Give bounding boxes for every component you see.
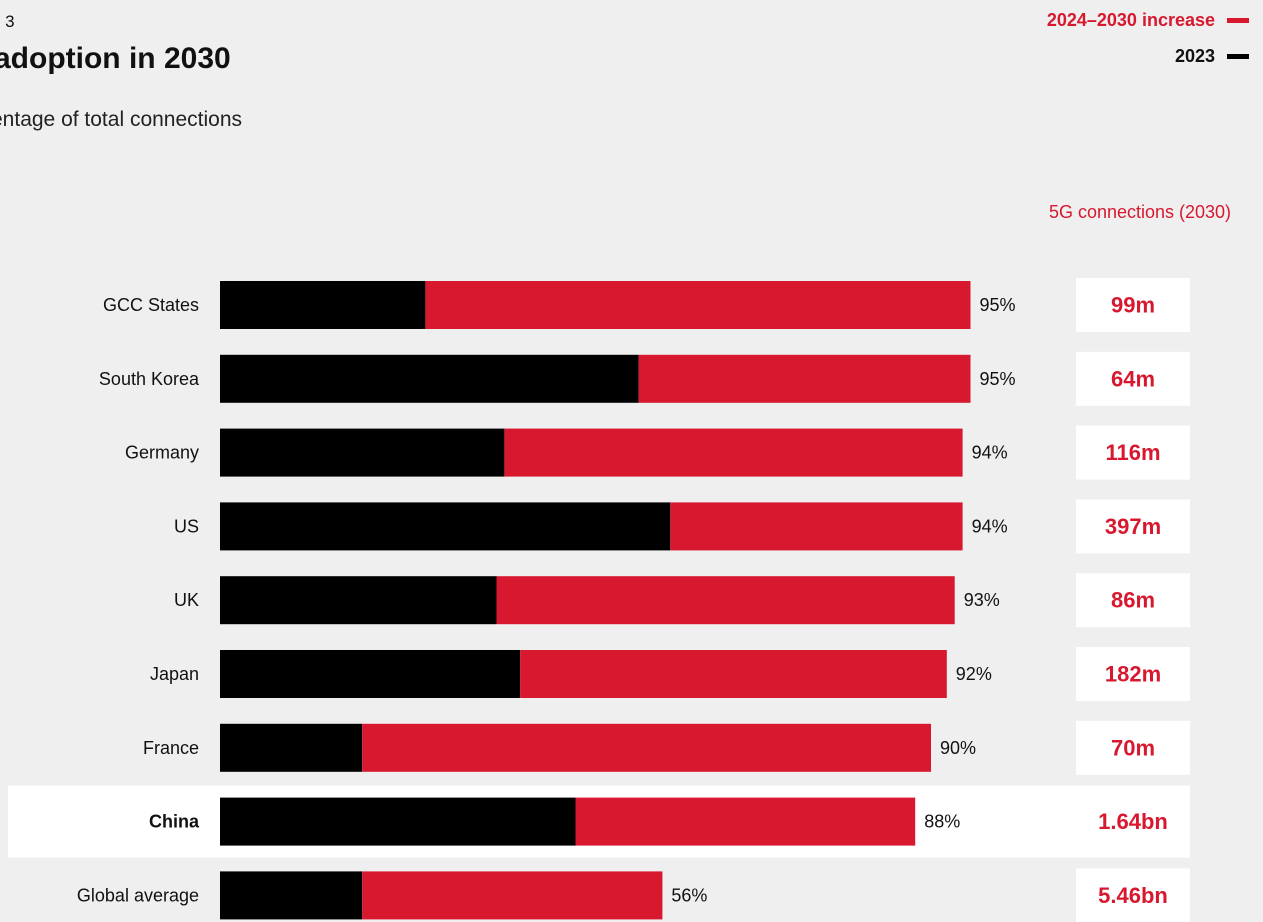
category-label-us: US [174, 516, 199, 536]
connections-value-france: 70m [1111, 735, 1155, 760]
connections-value-global-average: 5.46bn [1098, 883, 1168, 908]
bar-2023-china [220, 798, 576, 846]
category-label-china: China [149, 812, 200, 832]
category-label-france: France [143, 738, 199, 758]
bar-2023-gcc-states [220, 281, 425, 329]
total-label-japan: 92% [956, 664, 992, 684]
connections-value-japan: 182m [1105, 662, 1161, 687]
total-label-uk: 93% [964, 590, 1000, 610]
connections-value-uk: 86m [1111, 588, 1155, 613]
bar-2023-us [220, 502, 670, 550]
category-label-gcc-states: GCC States [103, 295, 199, 315]
connections-value-china: 1.64bn [1098, 809, 1168, 834]
total-label-china: 88% [924, 812, 960, 832]
category-label-germany: Germany [125, 443, 199, 463]
bar-increase-france [362, 724, 931, 772]
category-label-japan: Japan [150, 664, 199, 684]
connections-value-us: 397m [1105, 514, 1161, 539]
bar-2023-south-korea [220, 355, 639, 403]
bar-increase-south-korea [639, 355, 971, 403]
category-label-global-average: Global average [77, 885, 199, 905]
bar-2023-uk [220, 576, 497, 624]
total-label-germany: 94% [972, 443, 1008, 463]
bar-2023-global-average [220, 871, 362, 919]
total-label-gcc-states: 95% [980, 295, 1016, 315]
bar-2023-germany [220, 429, 504, 477]
total-label-south-korea: 95% [980, 369, 1016, 389]
bar-2023-france [220, 724, 362, 772]
bar-increase-us [670, 502, 962, 550]
bar-2023-japan [220, 650, 520, 698]
total-label-global-average: 56% [671, 885, 707, 905]
connections-value-south-korea: 64m [1111, 366, 1155, 391]
bar-increase-global-average [362, 871, 662, 919]
bar-increase-uk [497, 576, 955, 624]
total-label-france: 90% [940, 738, 976, 758]
connections-value-gcc-states: 99m [1111, 293, 1155, 318]
category-label-south-korea: South Korea [99, 369, 200, 389]
bar-increase-gcc-states [425, 281, 970, 329]
category-label-uk: UK [174, 590, 199, 610]
bar-increase-japan [520, 650, 947, 698]
bar-increase-germany [504, 429, 962, 477]
connections-value-germany: 116m [1105, 440, 1160, 465]
bar-increase-china [576, 798, 916, 846]
total-label-us: 94% [972, 516, 1008, 536]
